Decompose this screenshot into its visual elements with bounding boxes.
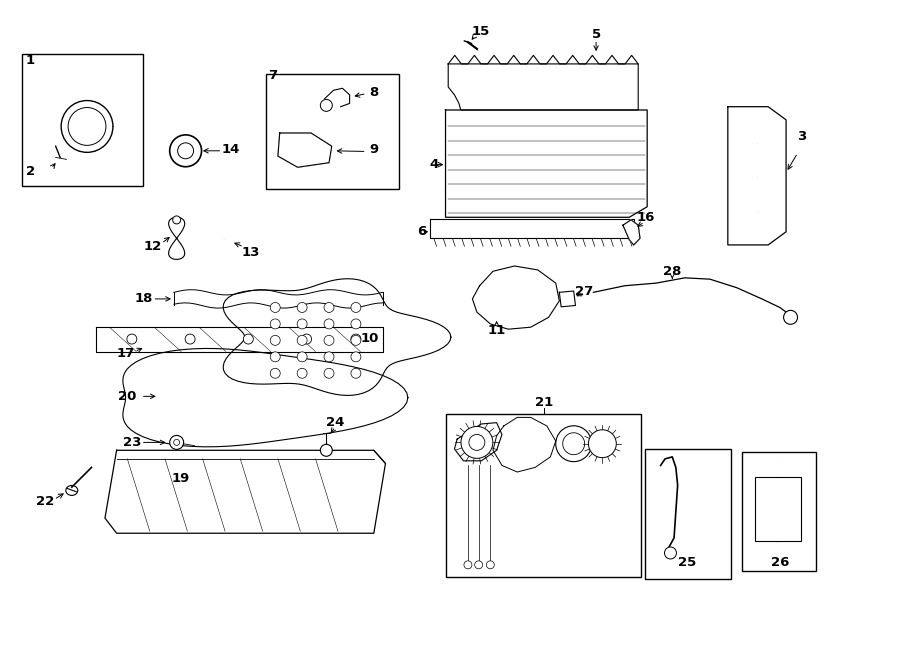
Ellipse shape: [66, 485, 77, 496]
Bar: [266, 74, 399, 189]
Circle shape: [270, 319, 280, 329]
Polygon shape: [174, 290, 382, 308]
Circle shape: [270, 352, 280, 362]
Circle shape: [351, 303, 361, 313]
Circle shape: [324, 335, 334, 345]
Circle shape: [297, 319, 307, 329]
Text: 5: 5: [591, 28, 600, 41]
Text: 2: 2: [26, 165, 35, 178]
Text: 14: 14: [221, 143, 239, 156]
Circle shape: [784, 311, 797, 325]
Text: 22: 22: [36, 495, 54, 508]
Circle shape: [173, 216, 181, 224]
Circle shape: [170, 436, 184, 449]
Polygon shape: [446, 110, 647, 217]
Circle shape: [127, 334, 137, 344]
Text: 24: 24: [326, 416, 345, 429]
Text: 10: 10: [360, 332, 379, 345]
Text: 6: 6: [417, 225, 426, 238]
Text: 27: 27: [575, 284, 594, 297]
Text: 16: 16: [636, 211, 654, 224]
Text: 21: 21: [535, 397, 554, 409]
Text: 23: 23: [122, 436, 141, 449]
Polygon shape: [96, 327, 382, 352]
Circle shape: [302, 334, 311, 344]
Circle shape: [351, 319, 361, 329]
Circle shape: [270, 368, 280, 378]
Text: 28: 28: [663, 265, 681, 278]
Circle shape: [351, 334, 361, 344]
Circle shape: [297, 335, 307, 345]
Text: 9: 9: [369, 143, 378, 156]
Polygon shape: [728, 106, 786, 245]
Bar: [645, 449, 732, 579]
Text: 17: 17: [116, 347, 135, 360]
Circle shape: [324, 368, 334, 378]
Polygon shape: [278, 133, 332, 167]
Bar: [742, 452, 815, 570]
Circle shape: [469, 434, 485, 450]
Circle shape: [177, 143, 194, 159]
Circle shape: [324, 303, 334, 313]
Polygon shape: [493, 417, 556, 472]
Text: 11: 11: [488, 324, 506, 337]
Text: 13: 13: [242, 247, 260, 259]
Circle shape: [185, 334, 195, 344]
Text: 4: 4: [429, 158, 438, 171]
Polygon shape: [623, 220, 640, 245]
Text: 18: 18: [134, 292, 153, 305]
Text: 25: 25: [679, 556, 697, 568]
Circle shape: [461, 426, 493, 458]
Circle shape: [170, 135, 202, 167]
Text: 26: 26: [770, 556, 789, 568]
Bar: [755, 477, 801, 541]
Circle shape: [589, 430, 616, 457]
Circle shape: [270, 303, 280, 313]
Text: 12: 12: [143, 240, 162, 253]
Circle shape: [562, 433, 585, 455]
Circle shape: [324, 319, 334, 329]
Circle shape: [464, 561, 472, 569]
Polygon shape: [223, 279, 451, 395]
Circle shape: [351, 335, 361, 345]
Circle shape: [68, 108, 106, 145]
Circle shape: [61, 100, 112, 152]
Bar: [446, 414, 641, 577]
Circle shape: [174, 440, 180, 446]
Circle shape: [297, 303, 307, 313]
Text: 20: 20: [118, 390, 137, 403]
Circle shape: [474, 561, 482, 569]
Circle shape: [270, 335, 280, 345]
Circle shape: [664, 547, 677, 559]
Circle shape: [556, 426, 591, 461]
Polygon shape: [105, 450, 385, 533]
Circle shape: [351, 352, 361, 362]
Circle shape: [351, 368, 361, 378]
Circle shape: [486, 561, 494, 569]
Polygon shape: [454, 422, 502, 461]
Circle shape: [320, 99, 332, 111]
Bar: [22, 54, 142, 186]
Circle shape: [243, 334, 253, 344]
Polygon shape: [122, 348, 408, 447]
Circle shape: [297, 352, 307, 362]
Polygon shape: [472, 266, 559, 329]
Circle shape: [324, 352, 334, 362]
Polygon shape: [448, 64, 638, 110]
Text: 3: 3: [796, 130, 806, 143]
Text: 1: 1: [26, 54, 35, 67]
Text: 15: 15: [472, 24, 490, 38]
Text: 8: 8: [369, 86, 378, 98]
Text: 19: 19: [172, 472, 190, 485]
Circle shape: [320, 444, 332, 456]
Circle shape: [297, 368, 307, 378]
Text: 7: 7: [268, 69, 277, 82]
